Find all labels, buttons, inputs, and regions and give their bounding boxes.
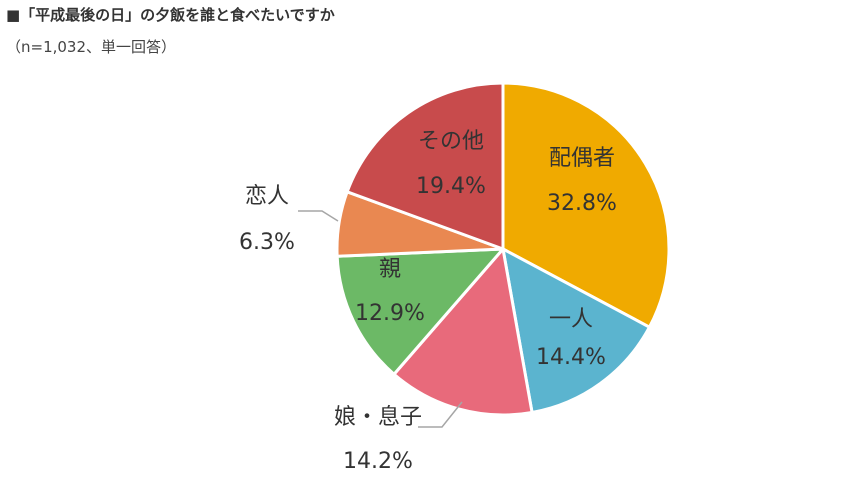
pie-slice [501,247,651,414]
slice-name-label: 恋人 [245,184,289,209]
leader-line [418,401,463,428]
slice-value-label: 14.2% [343,449,413,474]
leader-line [298,210,339,222]
pie-slice [345,81,505,251]
slice-name-label: 配偶者 [549,146,615,171]
pie-slice [392,247,534,417]
slice-labels: 配偶者 32.8% 一人 14.4% 娘・息子 14.2% 親 12.9% 恋人 6.3% その他 1… [239,129,617,474]
slice-name-label: その他 [418,129,484,154]
slice-value-label: 32.8% [547,191,617,216]
slice-name-label: 娘・息子 [334,405,422,430]
leader-lines [298,210,463,428]
pie-slice [501,81,671,329]
slice-value-label: 14.4% [536,345,606,370]
pie-slice [335,247,505,376]
slice-value-label: 12.9% [355,301,425,326]
slice-name-label: 親 [379,257,401,282]
slice-value-label: 19.4% [416,174,486,199]
slice-value-label: 6.3% [239,230,295,255]
chart-title: ■「平成最後の日」の夕飯を誰と食べたいですか [6,6,335,24]
slice-name-label: 一人 [549,307,593,332]
chart-subtitle: （n=1,032、単一回答） [6,38,177,56]
pie-slices [335,81,671,417]
